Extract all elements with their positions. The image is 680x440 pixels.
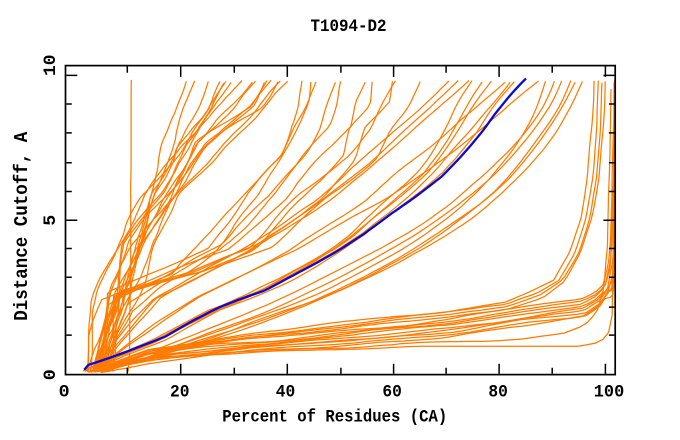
svg-text:100: 100 [594,382,625,402]
svg-text:20: 20 [170,382,190,402]
svg-text:5: 5 [41,215,61,226]
svg-text:60: 60 [382,382,402,402]
svg-text:0: 0 [59,382,70,402]
svg-text:T1094-D2: T1094-D2 [311,17,387,37]
svg-text:80: 80 [488,382,508,402]
svg-text:Percent of Residues (CA): Percent of Residues (CA) [222,408,447,428]
svg-text:10: 10 [41,55,61,76]
svg-text:40: 40 [276,382,296,402]
svg-text:Distance Cutoff, A: Distance Cutoff, A [11,131,33,321]
svg-text:0: 0 [41,369,61,380]
